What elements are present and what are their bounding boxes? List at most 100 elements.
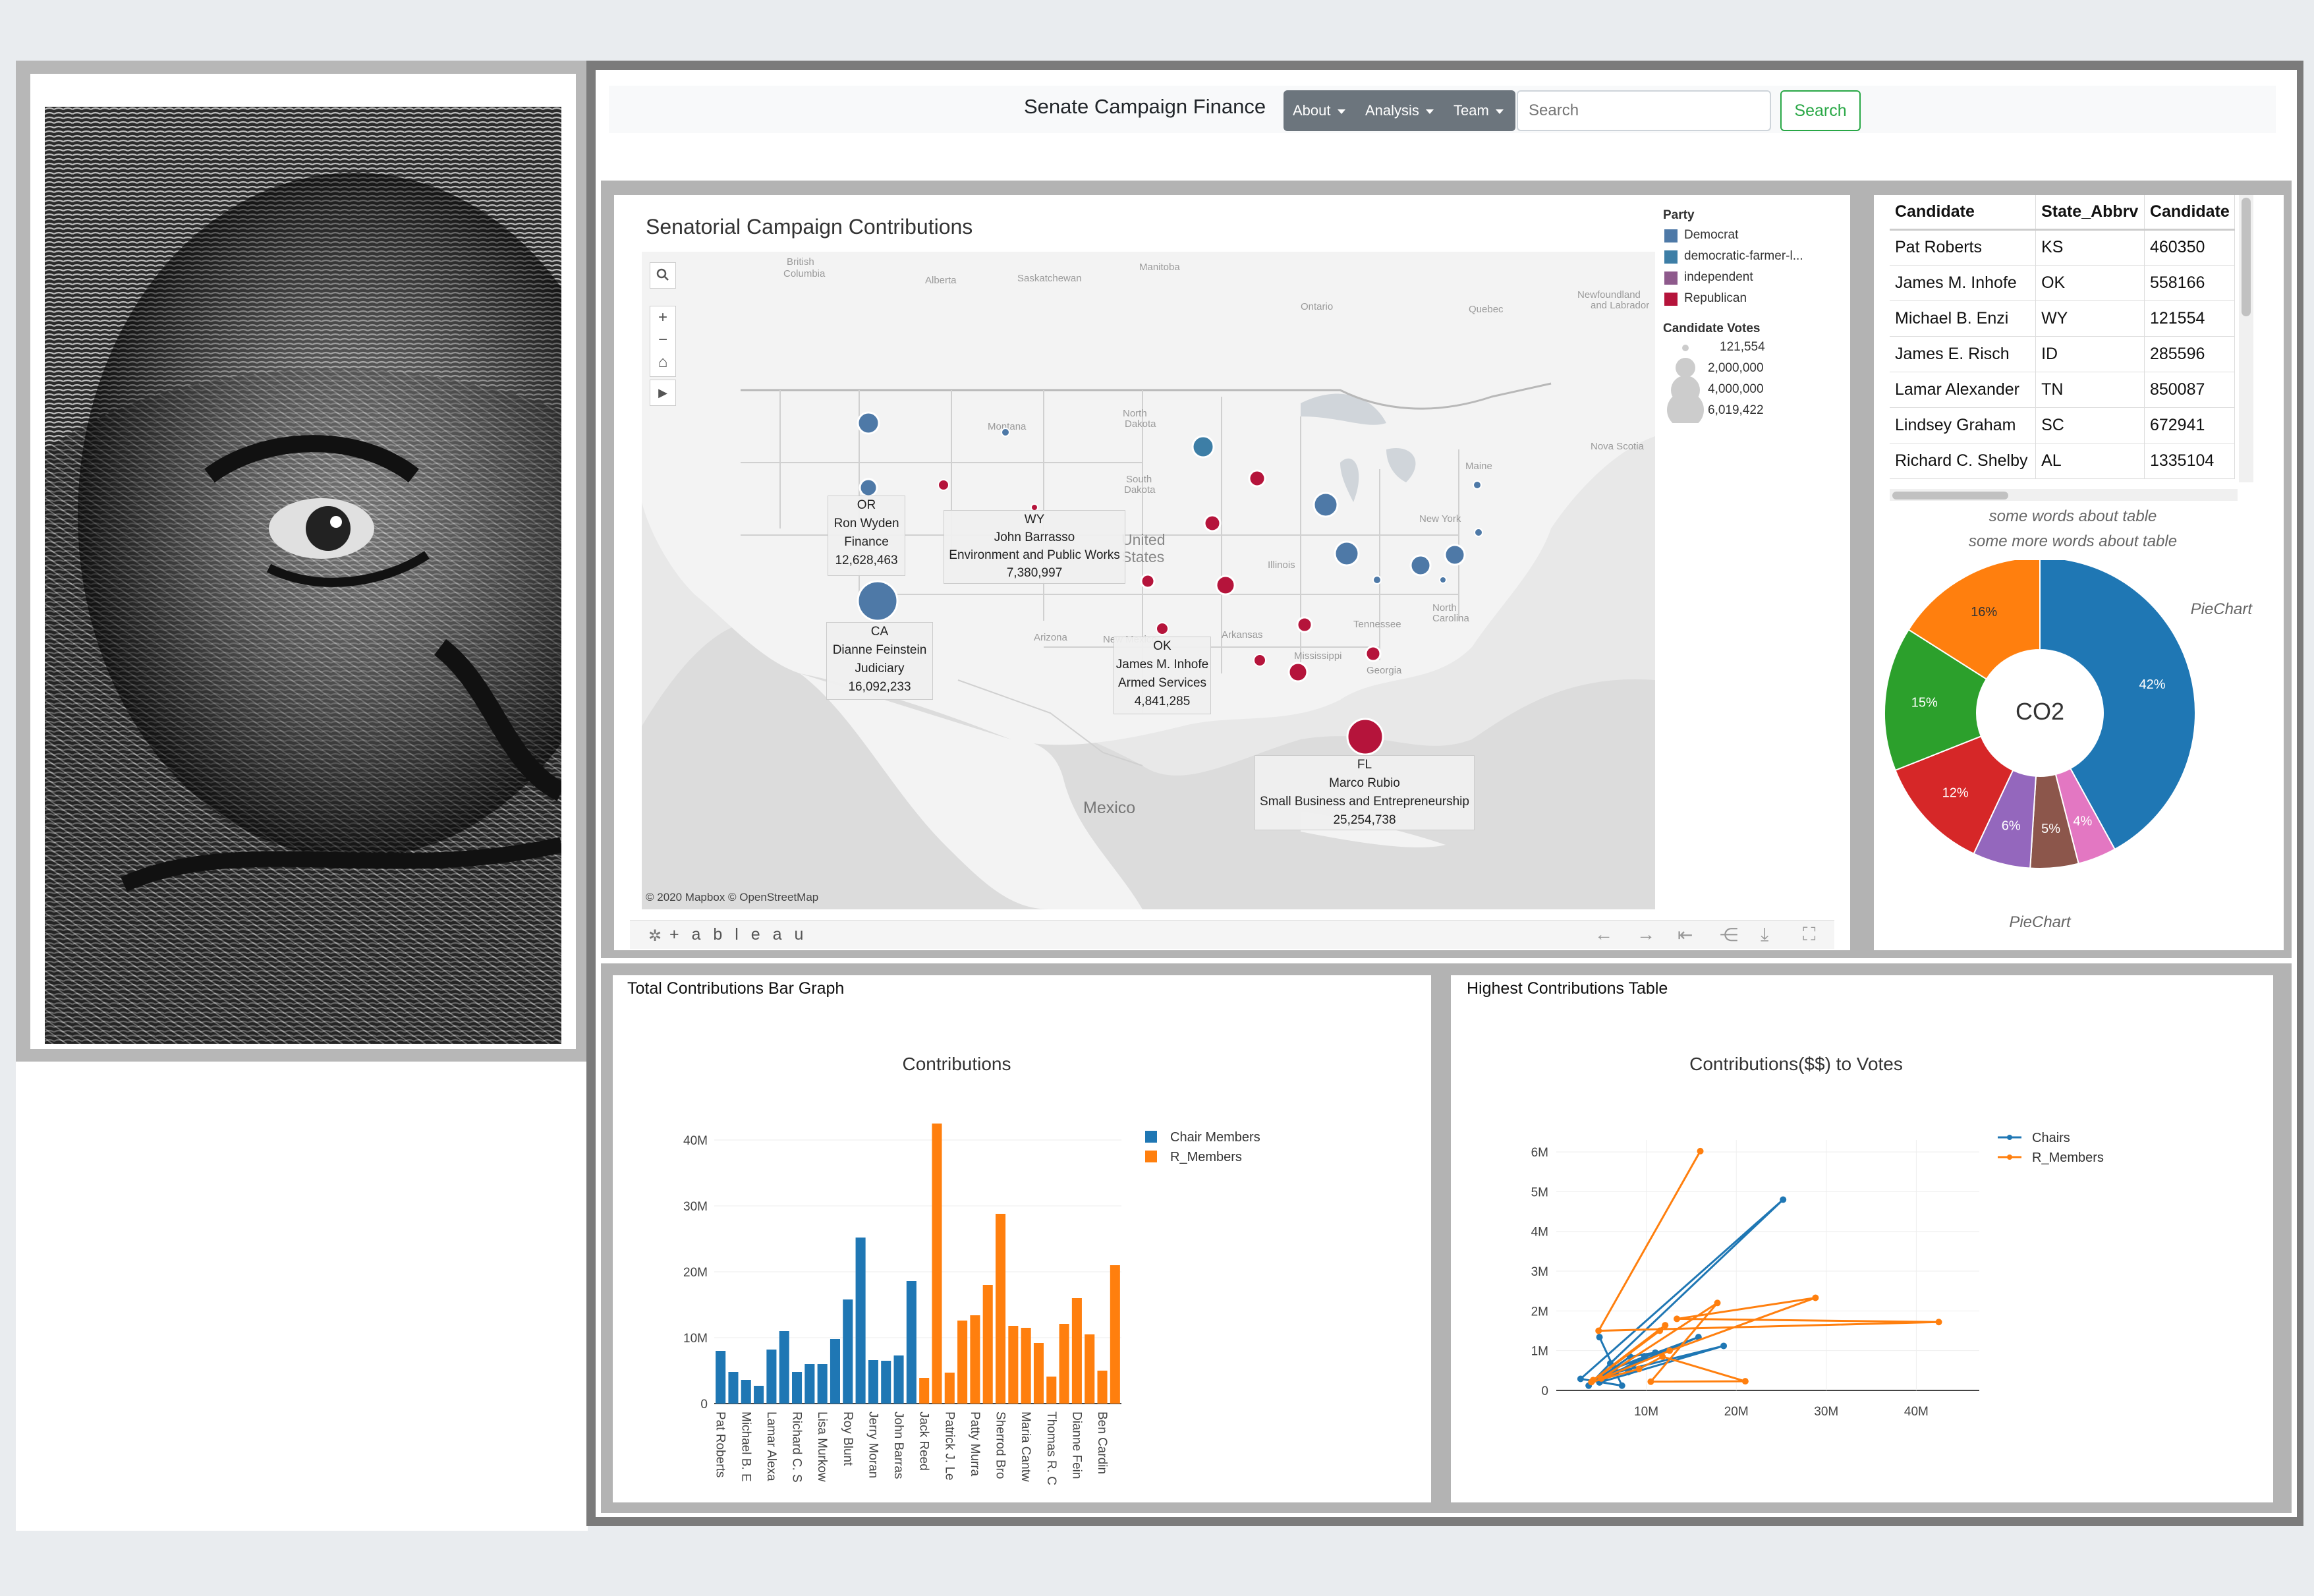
home-icon[interactable]: ⌂	[658, 353, 668, 371]
bar[interactable]	[716, 1351, 726, 1404]
nav-analysis-dropdown[interactable]: Analysis	[1365, 90, 1434, 131]
tableau-logo[interactable]: + a b l e a u	[669, 925, 808, 944]
bar[interactable]	[932, 1124, 942, 1404]
bar[interactable]	[893, 1355, 904, 1404]
map-search-button[interactable]	[650, 262, 676, 289]
line-point[interactable]	[1659, 1353, 1666, 1360]
bar[interactable]	[1110, 1265, 1120, 1404]
bar[interactable]	[957, 1321, 968, 1404]
fullscreen-icon[interactable]: ⛶	[1803, 924, 1816, 944]
line-point[interactable]	[1812, 1294, 1819, 1301]
line-point[interactable]	[1741, 1378, 1749, 1385]
header-candidate-votes[interactable]: Candidate	[2144, 195, 2236, 231]
table-scrollbar-vertical-thumb[interactable]	[2242, 198, 2251, 316]
line-point[interactable]	[1647, 1378, 1654, 1385]
bar[interactable]	[1059, 1324, 1069, 1404]
line-series-path[interactable]	[1591, 1151, 1939, 1383]
bar[interactable]	[1008, 1326, 1019, 1404]
bar[interactable]	[766, 1350, 777, 1404]
bar[interactable]	[906, 1281, 917, 1404]
line-point[interactable]	[1656, 1327, 1664, 1334]
line-chart[interactable]: Contributions($$) to Votes 0 1M 2M 3M 4M 5M 6M…	[1451, 1015, 2273, 1502]
line-point[interactable]	[1618, 1382, 1625, 1389]
header-state[interactable]: State_Abbrv	[2035, 195, 2145, 231]
undo-icon[interactable]: ←	[1594, 924, 1613, 944]
line-point[interactable]	[1595, 1327, 1602, 1334]
bubble-minnesota[interactable]	[1191, 435, 1215, 459]
bar[interactable]	[881, 1361, 891, 1404]
pie-slice[interactable]	[1894, 735, 2014, 855]
line-point[interactable]	[1652, 1349, 1659, 1356]
line-point[interactable]	[1780, 1196, 1787, 1203]
map-pan-button[interactable]: ▶	[650, 380, 676, 406]
bar[interactable]	[843, 1299, 853, 1404]
header-candidate[interactable]: Candidate	[1890, 195, 2037, 231]
table-scrollbar-horizontal-thumb[interactable]	[1892, 492, 2008, 499]
legend-label-republican[interactable]: Republican	[1684, 291, 1747, 305]
bar[interactable]	[855, 1238, 866, 1404]
line-point[interactable]	[1590, 1377, 1597, 1384]
bubble-virginia[interactable]	[1409, 554, 1432, 577]
bubble-california[interactable]	[857, 580, 899, 622]
bubble-maryland[interactable]	[1444, 544, 1466, 566]
line-point[interactable]	[1666, 1347, 1674, 1354]
line-legend[interactable]: Chairs R_Members	[1998, 1131, 2104, 1165]
bar[interactable]	[970, 1315, 980, 1404]
bar-chart[interactable]: Contributions 0 10M 20M 30M 40M Pat Roberts M…	[613, 1015, 1431, 1502]
bubble-oklahoma[interactable]	[1156, 622, 1169, 635]
bubble-vermont[interactable]	[1473, 480, 1482, 490]
share-icon[interactable]: ⋲	[1720, 925, 1738, 945]
bubble-south-carolina[interactable]	[1365, 645, 1382, 662]
navbar-brand[interactable]: Senate Campaign Finance	[1024, 95, 1266, 118]
zoom-out-icon[interactable]: −	[658, 331, 667, 349]
legend-label-r-members[interactable]: R_Members	[1170, 1150, 1242, 1164]
line-series-path[interactable]	[1578, 1199, 1784, 1387]
line-point[interactable]	[1714, 1299, 1721, 1307]
bubble-florida[interactable]	[1346, 718, 1384, 756]
bar[interactable]	[791, 1372, 803, 1404]
bubble-ohio[interactable]	[1334, 540, 1360, 567]
bar[interactable]	[741, 1380, 751, 1404]
bubble-oregon[interactable]	[859, 478, 878, 498]
legend-label-chairs[interactable]: Chairs	[2032, 1131, 2070, 1145]
legend-label-dfl[interactable]: democratic-farmer-l...	[1684, 249, 1803, 263]
bubble-idaho[interactable]	[938, 479, 949, 491]
bar[interactable]	[982, 1285, 993, 1404]
legend-label-independent[interactable]: independent	[1684, 270, 1753, 284]
search-input[interactable]	[1517, 90, 1771, 131]
bar[interactable]	[1071, 1298, 1082, 1404]
bar[interactable]	[919, 1378, 930, 1404]
nav-team-dropdown[interactable]: Team	[1453, 90, 1504, 131]
bubble-michigan[interactable]	[1312, 492, 1339, 518]
bar[interactable]	[804, 1364, 815, 1404]
bubble-montana[interactable]	[1001, 428, 1010, 437]
bar[interactable]	[995, 1214, 1006, 1404]
line-point[interactable]	[1935, 1319, 1942, 1326]
bubble-washington[interactable]	[857, 411, 880, 435]
redo-icon[interactable]: →	[1637, 924, 1655, 944]
legend-label-democrat[interactable]: Democrat	[1684, 228, 1739, 242]
bubble-kansas[interactable]	[1203, 514, 1222, 532]
bubble-alabama[interactable]	[1287, 662, 1309, 683]
bubble-tennessee[interactable]	[1296, 616, 1313, 633]
bar[interactable]	[1021, 1328, 1031, 1404]
bar[interactable]	[868, 1360, 878, 1404]
bar[interactable]	[728, 1372, 739, 1404]
line-point[interactable]	[1674, 1315, 1681, 1323]
bubble-new-jersey[interactable]	[1474, 528, 1483, 537]
legend-label-r-members[interactable]: R_Members	[2032, 1151, 2104, 1165]
nav-about-dropdown[interactable]: About	[1293, 90, 1345, 131]
bar[interactable]	[817, 1364, 828, 1404]
line-point[interactable]	[1596, 1334, 1603, 1341]
line-point[interactable]	[1635, 1365, 1643, 1373]
pie-slice[interactable]	[1907, 560, 2041, 680]
pie-chart[interactable]: 42% 4% 5% 6% 12% 15% 16% CO2 PieChart PieChart	[1874, 560, 2282, 942]
line-point[interactable]	[1577, 1375, 1584, 1382]
bar[interactable]	[779, 1331, 789, 1404]
line-point[interactable]	[1662, 1322, 1669, 1329]
pie-slice[interactable]	[1884, 629, 1988, 772]
line-point[interactable]	[1697, 1147, 1704, 1154]
bubble-mississippi[interactable]	[1253, 654, 1266, 667]
revert-icon[interactable]: ⇤	[1678, 925, 1693, 945]
line-point[interactable]	[1720, 1342, 1728, 1350]
